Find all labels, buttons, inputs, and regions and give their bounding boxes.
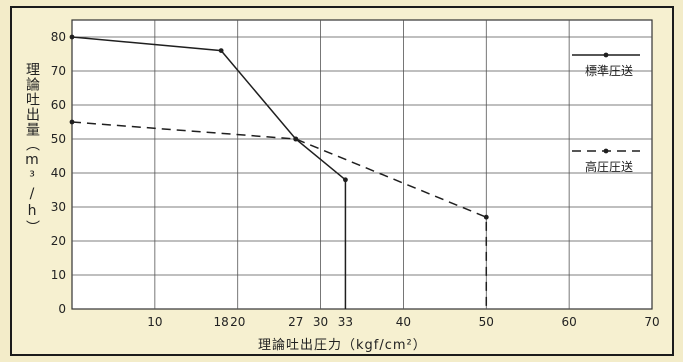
y-tick-label: 40 (51, 166, 66, 180)
x-tick-label: 10 (147, 315, 162, 329)
y-tick-label: 60 (51, 98, 66, 112)
legend-label-1: 標準圧送 (585, 63, 633, 78)
y-tick-label: 10 (51, 268, 66, 282)
series-point (69, 119, 75, 125)
x-tick-label: 30 (313, 315, 328, 329)
y-tick-label: 0 (58, 302, 66, 316)
x-tick-label: 20 (230, 315, 245, 329)
legend-label-2: 高圧圧送 (585, 159, 633, 174)
y-tick-label: 50 (51, 132, 66, 146)
legend-marker (603, 148, 609, 154)
series-point (343, 177, 348, 183)
series-point (218, 48, 224, 53)
y-tick-label: 70 (51, 64, 66, 78)
y-axis-title: 理論吐出量（m³/h） (24, 62, 40, 235)
y-tick-label: 20 (51, 234, 66, 248)
x-tick-label: 60 (562, 315, 577, 329)
series-point (293, 136, 299, 142)
x-tick-label: 33 (338, 315, 353, 329)
series-point (69, 34, 75, 40)
x-tick-label: 27 (288, 315, 303, 329)
x-tick-label: 40 (396, 315, 411, 329)
grid (71, 19, 653, 310)
y-tick-label: 80 (51, 30, 66, 44)
series-layer (69, 34, 489, 309)
legend-marker (603, 52, 609, 58)
series-line-2 (71, 121, 488, 309)
y-tick-label: 30 (51, 200, 66, 214)
x-tick-label: 18 (214, 315, 229, 329)
series-point (483, 214, 489, 220)
plot-area (71, 19, 653, 310)
x-tick-label: 50 (479, 315, 494, 329)
x-axis-title: 理論吐出圧力（kgf/cm²） (258, 338, 427, 353)
x-tick-label: 70 (644, 315, 659, 329)
